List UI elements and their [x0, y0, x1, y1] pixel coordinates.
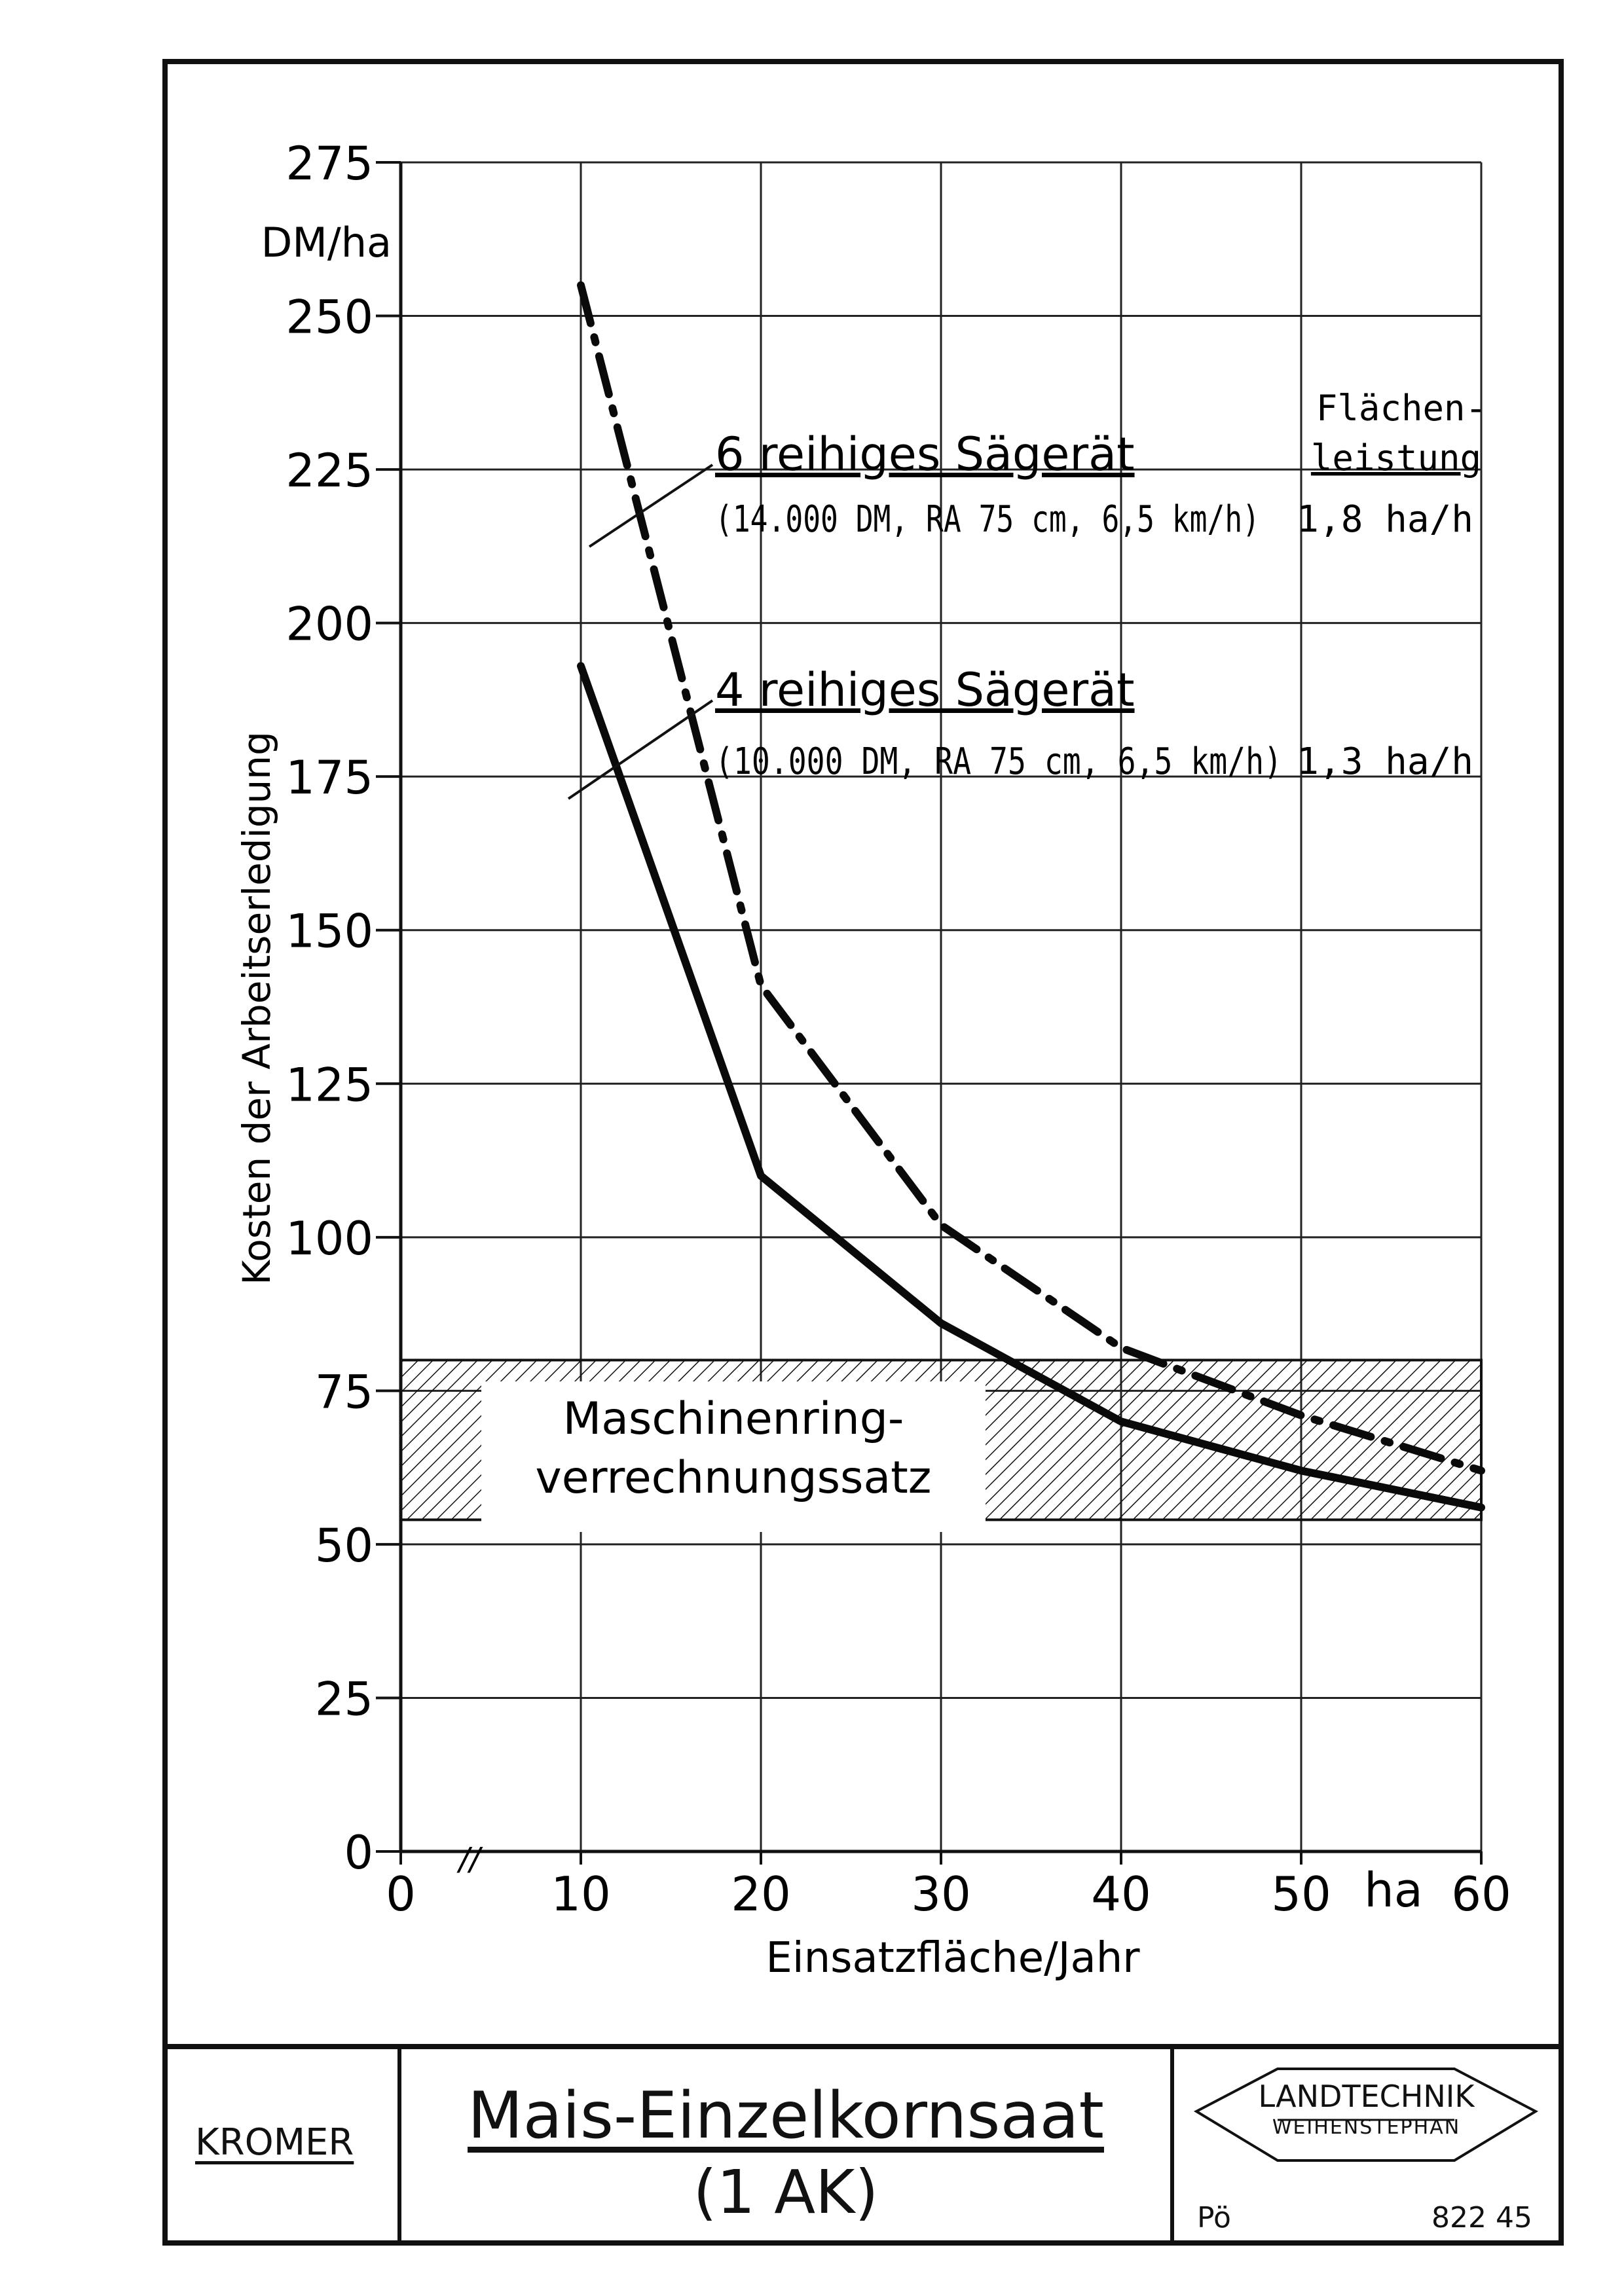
title-cell: Mais-Einzelkornsaat (1 AK) [401, 2049, 1174, 2246]
title-block: KROMER Mais-Einzelkornsaat (1 AK) LANDTE… [162, 2044, 1564, 2246]
y-unit-label: DM/ha [261, 219, 392, 266]
y-tick-label-250: 250 [286, 291, 373, 344]
axis-break-mark: // [456, 1841, 483, 1878]
grid [401, 161, 1483, 1851]
logo-cell: LANDTECHNIK WEIHENSTEPHAN Pö 822 45 [1174, 2049, 1559, 2246]
series [577, 281, 1485, 1512]
logo-line2: WEIHENSTEPHAN [1272, 2116, 1461, 2139]
author-cell: KROMER [162, 2049, 401, 2246]
y-tick-label-175: 175 [286, 751, 373, 805]
x-tick-label-0: 0 [386, 1867, 416, 1922]
author-name: KROMER [195, 2121, 354, 2164]
x-tick-label-30: 30 [911, 1867, 971, 1922]
series-1-pointer [588, 464, 714, 548]
logo-line1: LANDTECHNIK [1258, 2079, 1475, 2114]
x-tick-label-50: 50 [1271, 1867, 1331, 1922]
y-axis-label: Kosten der Arbeitserledigung [234, 731, 279, 1285]
x-tick-label-40: 40 [1091, 1867, 1151, 1922]
x-axis-label: Einsatzfläche/Jahr [766, 1934, 1140, 1982]
drawing-sheet [162, 59, 1564, 2246]
x-tick-label-60: 60 [1451, 1867, 1511, 1922]
series-2-point-40 [1120, 1421, 1122, 1423]
flaechenleistung-header-2: leistung [1311, 437, 1481, 479]
series-1-detail: (14.000 DM, RA 75 cm, 6,5 km/h) [715, 498, 1260, 541]
series-line-2 [577, 662, 1485, 1512]
y-tick-label-200: 200 [286, 598, 373, 651]
y-tick-label-275: 275 [286, 137, 373, 191]
drawing-code-left: Pö [1197, 2201, 1231, 2234]
series-1-point-60 [1481, 1470, 1482, 1472]
series-1-point-20 [760, 985, 762, 987]
logo-diamond [1193, 2068, 1539, 2162]
x-unit-label: ha [1364, 1863, 1423, 1918]
series-2-pointer [567, 699, 714, 800]
band-label-background [481, 1381, 986, 1532]
series-line-1 [577, 281, 1485, 1475]
y-tick-label-50: 50 [315, 1519, 373, 1573]
band-label-line1: Maschinenring- [563, 1393, 904, 1445]
series-2-point-50 [1301, 1470, 1302, 1472]
series-1-name: 6 reihiges Sägerät [715, 428, 1135, 481]
band-label-line2: verrechnungssatz [536, 1452, 932, 1504]
y-tick-label-0: 0 [344, 1826, 373, 1880]
series-1-point-10 [580, 284, 581, 286]
y-tick-label-225: 225 [286, 444, 373, 498]
series-2-point-10 [580, 665, 581, 667]
drawing-subtitle: (1 AK) [693, 2157, 879, 2227]
series-1-point-40 [1120, 1347, 1122, 1349]
series-2-detail: (10.000 DM, RA 75 cm, 6,5 km/h) [715, 740, 1282, 783]
y-tick-label-150: 150 [286, 905, 373, 958]
series-2-name: 4 reihiges Sägerät [715, 663, 1135, 717]
series-1-point-30 [940, 1224, 942, 1226]
x-tick-label-10: 10 [551, 1867, 611, 1922]
y-tick-label-25: 25 [315, 1672, 373, 1726]
series-2-flaechenleistung: 1,3 ha/h [1297, 740, 1473, 783]
axes: 0 10 20 30 40 50 60 0 25 50 75 100 125 150 175 200 225 25… [286, 137, 1511, 1922]
series-2-point-20 [760, 1175, 762, 1176]
y-tick-label-100: 100 [286, 1212, 373, 1266]
series-2-point-60 [1481, 1506, 1482, 1508]
drawing-code-right: 822 45 [1431, 2201, 1532, 2234]
flaechenleistung-header-1: Flächen- [1316, 388, 1486, 429]
y-tick-label-75: 75 [315, 1365, 373, 1419]
drawing-title: Mais-Einzelkornsaat [468, 2079, 1104, 2153]
x-tick-label-20: 20 [731, 1867, 791, 1922]
y-tick-label-125: 125 [286, 1058, 373, 1112]
series-1-point-50 [1301, 1414, 1302, 1416]
series-2-point-30 [940, 1322, 942, 1324]
series-1-flaechenleistung: 1,8 ha/h [1297, 498, 1473, 541]
